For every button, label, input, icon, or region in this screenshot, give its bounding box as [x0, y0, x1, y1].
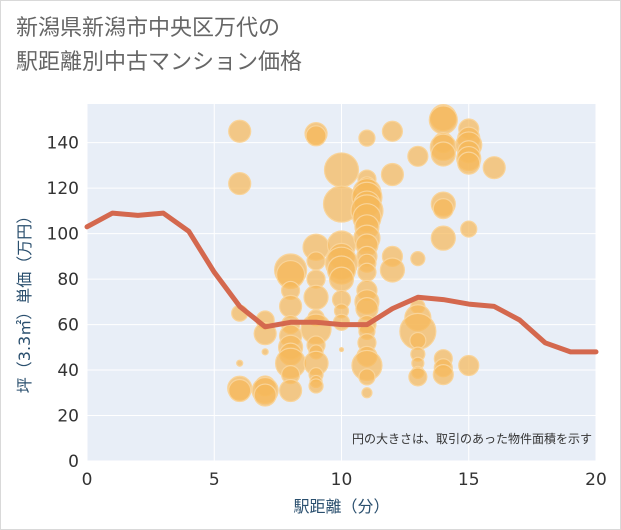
bubble-point: [408, 367, 428, 387]
bubble-point: [361, 387, 373, 399]
bubble-point: [430, 225, 456, 251]
bubble-point: [228, 171, 252, 196]
average-price-line: [84, 210, 599, 355]
y-axis-ticks: 0 20 40 60 80 100 120 140: [47, 134, 79, 472]
bubble-point: [308, 378, 324, 394]
bubble-series: [227, 104, 506, 407]
title-line-1: 新潟県新潟市中央区万代の: [16, 16, 281, 41]
bubble-point: [458, 354, 480, 377]
y-tick-label: 140: [47, 134, 79, 154]
chart-title: 新潟県新潟市中央区万代の 駅距離別中古マンション価格: [16, 12, 302, 80]
bubble-point: [407, 145, 429, 167]
bubble-point: [432, 363, 454, 386]
x-tick-label: 10: [331, 470, 353, 490]
y-tick-label: 100: [47, 225, 79, 245]
y-tick-label: 60: [57, 316, 79, 336]
title-line-2: 駅距離別中古マンション価格: [16, 50, 303, 75]
bubble-point: [379, 257, 405, 283]
y-tick-label: 80: [57, 270, 79, 290]
x-tick-label: 15: [458, 470, 480, 490]
x-tick-label: 0: [82, 470, 93, 490]
bubble-point: [428, 105, 458, 135]
bubble-point: [460, 220, 478, 238]
bubble-point: [323, 152, 360, 188]
bubble-point: [279, 378, 303, 403]
bubble-point: [457, 151, 481, 175]
y-tick-label: 0: [68, 452, 79, 472]
bubble-point: [381, 120, 403, 142]
bubble-point: [303, 284, 329, 310]
bubble-point: [228, 378, 252, 403]
x-axis-label: 駅距離（分）: [293, 497, 389, 516]
bubble-point: [305, 125, 327, 147]
bubble-point: [432, 197, 454, 220]
bubble-point: [410, 251, 426, 267]
bubble-point: [328, 266, 355, 292]
bubble-point: [357, 262, 377, 282]
y-tick-label: 40: [57, 361, 79, 381]
x-axis-ticks: 0 5 10 15 20: [82, 470, 607, 490]
bubble-point: [380, 162, 404, 187]
y-tick-label: 20: [57, 407, 79, 427]
bubble-point: [482, 156, 506, 180]
bubble-point: [358, 368, 376, 386]
bubble-point: [228, 119, 252, 143]
bubble-point: [430, 141, 456, 167]
y-axis-label: 坪（3.3㎡）単価（万円）: [15, 208, 34, 393]
bubble-size-note: 円の大きさは、取引のあった物件面積を示す: [352, 431, 592, 446]
bubble-point: [358, 129, 376, 147]
bubble-point: [338, 346, 345, 353]
bubble-point: [261, 348, 269, 356]
bubble-point: [253, 383, 277, 407]
bubble-point: [279, 294, 303, 318]
bubble-point: [306, 251, 326, 271]
y-tick-label: 120: [47, 179, 79, 199]
x-tick-label: 20: [585, 470, 607, 490]
bubble-point: [409, 331, 427, 350]
bubble-point: [236, 359, 244, 367]
x-tick-label: 5: [209, 470, 220, 490]
